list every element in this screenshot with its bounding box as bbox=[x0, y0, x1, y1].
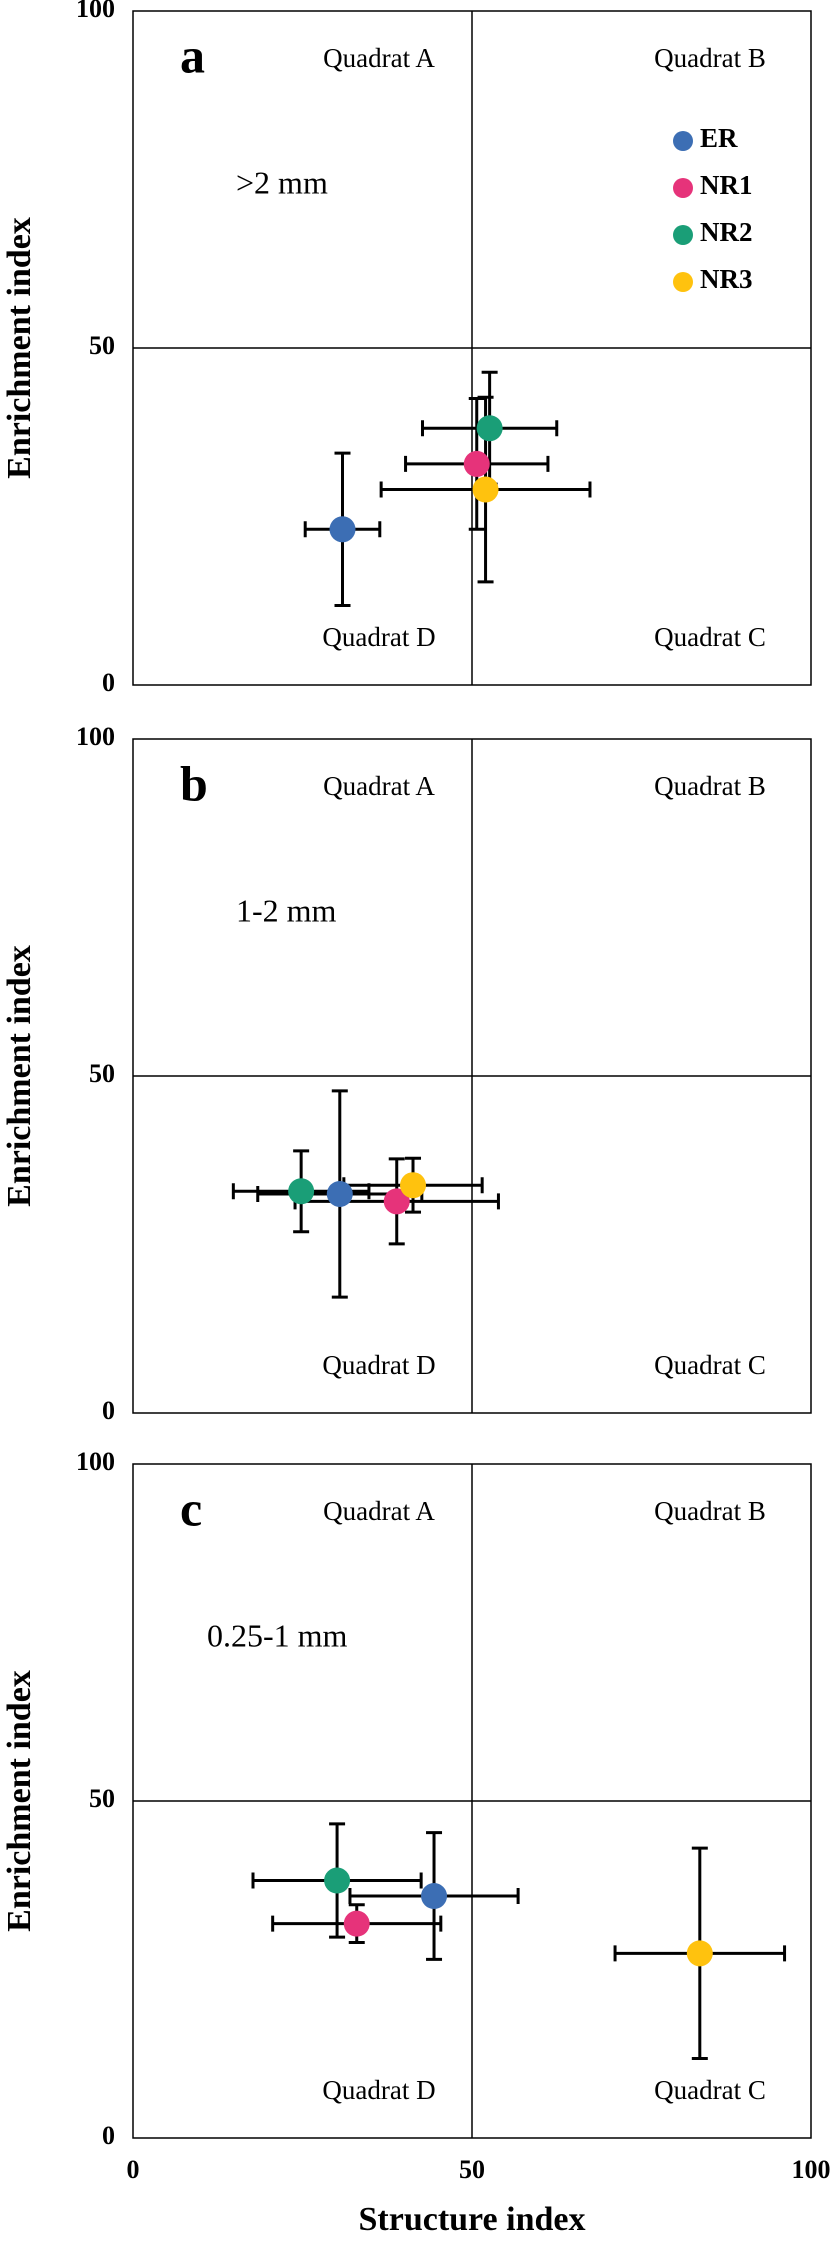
quadrant-label: Quadrat C bbox=[654, 2075, 766, 2105]
quadrant-label: Quadrat C bbox=[654, 1350, 766, 1380]
panel: 0 50 100 0 50 100 Enrichment index Structure in… bbox=[1, 1447, 831, 2238]
x-tick-label: 100 bbox=[792, 2155, 831, 2184]
y-axis-label: Enrichment index bbox=[1, 945, 38, 1207]
quadrant-label: Quadrat A bbox=[323, 43, 435, 73]
data-point bbox=[383, 1188, 410, 1215]
data-point bbox=[421, 1883, 448, 1910]
data-point bbox=[329, 516, 356, 543]
quadrant-label: Quadrat B bbox=[654, 43, 766, 73]
data-point bbox=[326, 1180, 353, 1207]
quadrant-label: Quadrat A bbox=[323, 1496, 435, 1526]
legend-marker bbox=[673, 272, 693, 292]
y-axis-label: Enrichment index bbox=[1, 217, 38, 479]
panel: 0 50 100 Enrichment index a >2 mm Quadrat A Qua… bbox=[1, 0, 812, 697]
quadrant-label: Quadrat B bbox=[654, 771, 766, 801]
data-point bbox=[472, 476, 499, 503]
data-point bbox=[476, 415, 503, 442]
legend-label: NR3 bbox=[700, 264, 753, 294]
legend-marker bbox=[673, 225, 693, 245]
legend-label: ER bbox=[700, 123, 738, 153]
data-point bbox=[686, 1940, 713, 1967]
legend-marker bbox=[673, 178, 693, 198]
size-label: 0.25-1 mm bbox=[207, 1617, 348, 1653]
data-point bbox=[400, 1172, 427, 1199]
legend-label: NR2 bbox=[700, 217, 753, 247]
y-tick-label: 0 bbox=[102, 668, 115, 697]
x-tick-label: 0 bbox=[127, 2155, 140, 2184]
panel-label: a bbox=[180, 27, 205, 83]
y-tick-label: 0 bbox=[102, 1396, 115, 1425]
quadrant-label: Quadrat A bbox=[323, 771, 435, 801]
panel-label: b bbox=[180, 755, 208, 811]
quadrant-label: Quadrat D bbox=[322, 622, 435, 652]
y-tick-label: 100 bbox=[76, 722, 115, 751]
quadrant-label: Quadrat D bbox=[322, 2075, 435, 2105]
y-tick-label: 100 bbox=[76, 0, 115, 23]
data-point bbox=[343, 1910, 370, 1937]
legend-label: NR1 bbox=[700, 170, 753, 200]
quadrant-label: Quadrat B bbox=[654, 1496, 766, 1526]
size-label: 1-2 mm bbox=[236, 892, 337, 928]
legend-marker bbox=[673, 131, 693, 151]
y-tick-label: 50 bbox=[89, 331, 115, 360]
data-point bbox=[288, 1178, 315, 1205]
panel: 0 50 100 Enrichment index b 1-2 mm Quadrat A Qu… bbox=[1, 722, 812, 1425]
data-point bbox=[324, 1867, 351, 1894]
panel-label: c bbox=[180, 1480, 202, 1536]
y-tick-label: 100 bbox=[76, 1447, 115, 1476]
x-axis-label: Structure index bbox=[359, 2201, 586, 2238]
quadrant-label: Quadrat D bbox=[322, 1350, 435, 1380]
quadrant-label: Quadrat C bbox=[654, 622, 766, 652]
y-tick-label: 50 bbox=[89, 1059, 115, 1088]
y-axis-label: Enrichment index bbox=[1, 1670, 38, 1932]
x-tick-label: 50 bbox=[459, 2155, 485, 2184]
y-tick-label: 0 bbox=[102, 2121, 115, 2150]
y-tick-label: 50 bbox=[89, 1784, 115, 1813]
data-point bbox=[463, 450, 490, 477]
size-label: >2 mm bbox=[236, 164, 328, 200]
